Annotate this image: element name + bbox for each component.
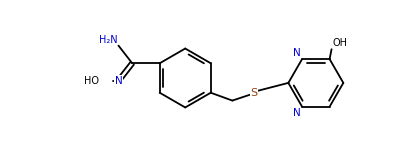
Text: H₂N: H₂N	[99, 35, 117, 45]
Text: N: N	[293, 48, 301, 58]
Text: N: N	[293, 108, 301, 118]
Text: OH: OH	[333, 38, 348, 48]
Text: N: N	[115, 76, 122, 86]
Text: S: S	[250, 88, 258, 98]
Text: HO: HO	[84, 76, 99, 86]
